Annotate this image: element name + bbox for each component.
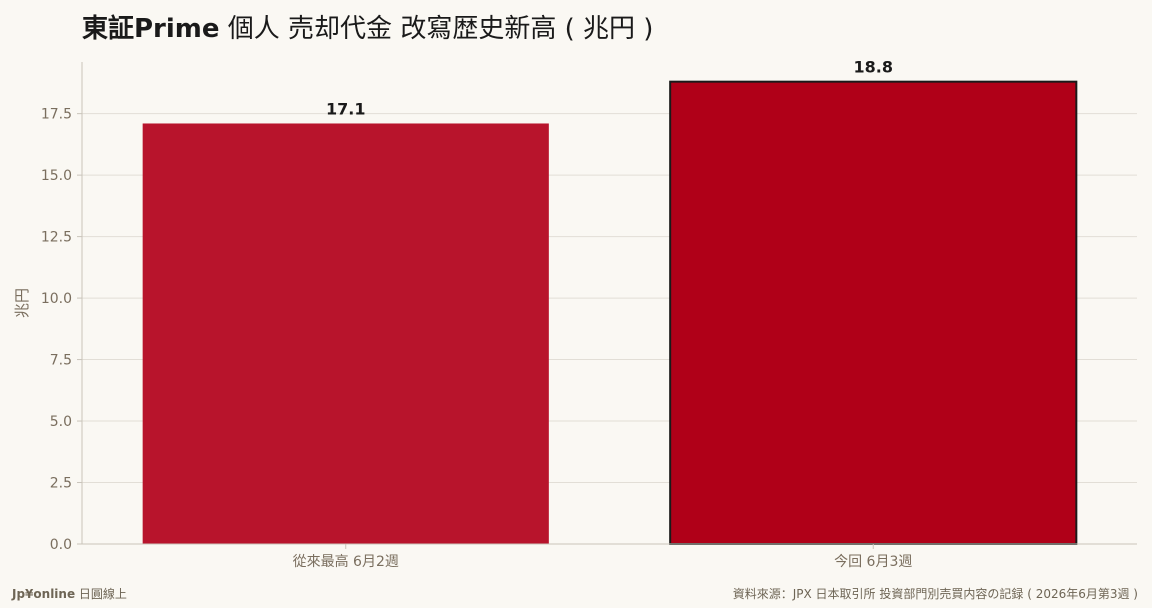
y-ticks: 0.0 2.5 5.0 7.5 10.0 12.5 15.0 17.5 [41,107,82,553]
chart-title-bold: 東証Prime [82,13,220,44]
y-tick-label: 5.0 [50,414,72,430]
footer-brand: Jp¥online 日圓線上 [12,585,127,602]
y-tick-label: 17.5 [41,107,72,123]
bar-value-label: 18.8 [854,58,893,77]
chart-title-rest: 個人 売却代金 改寫歴史新高 ( 兆円 ) [220,14,654,44]
chart-title: 東証Prime 個人 売却代金 改寫歴史新高 ( 兆円 ) [82,13,653,44]
y-tick-label: 15.0 [41,168,72,184]
y-tick-label: 2.5 [50,476,72,492]
x-ticks: 從來最高 6月2週 今回 6月3週 [293,544,912,570]
y-tick-label: 10.0 [41,291,72,307]
y-tick-label: 0.0 [50,537,72,553]
bars [142,80,1078,546]
brand-name: Jp¥online [12,587,76,601]
x-tick-label: 從來最高 6月2週 [293,553,399,570]
y-tick-label: 12.5 [41,230,72,246]
x-tick-label: 今回 6月3週 [834,554,912,570]
footer-source: 資料來源：JPX 日本取引所 投資部門別売買内容の記録 ( 2026年6月第3週… [732,587,1138,601]
data-labels: 17.1 18.8 [326,58,893,119]
bar-value-label: 17.1 [326,99,365,118]
y-axis-label: 兆円 [13,288,31,318]
y-tick-label: 7.5 [50,353,72,369]
bar [669,80,1078,546]
brand-suffix: 日圓線上 [75,587,127,601]
bar [142,123,549,545]
